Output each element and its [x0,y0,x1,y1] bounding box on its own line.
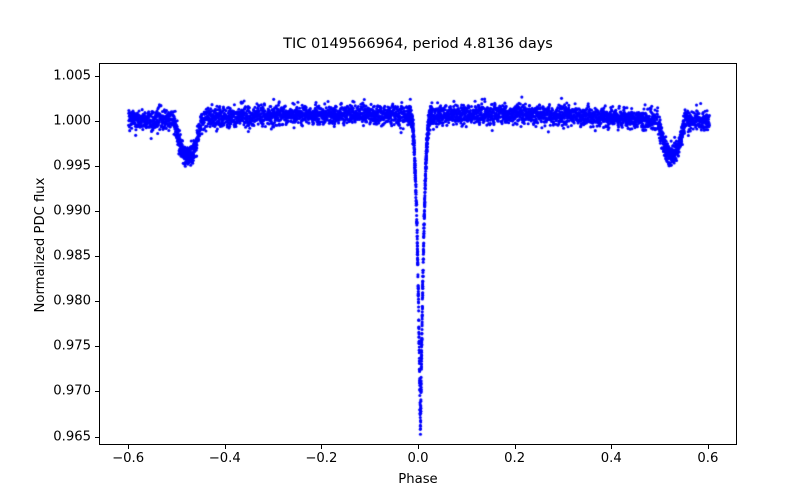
y-axis-tick-mark [95,346,99,348]
y-axis-tick-mark [95,75,99,77]
y-axis-tick-mark [95,391,99,393]
y-axis-tick-label: 1.000 [53,113,91,129]
x-axis-tick-mark [128,445,130,449]
y-axis-tick-label: 0.995 [53,158,91,174]
x-axis-tick-label: −0.2 [305,451,338,466]
y-axis-tick-label: 0.975 [53,338,91,354]
y-axis-tick-label: 0.970 [53,383,91,399]
x-axis-label: Phase [398,472,438,487]
x-axis-tick-mark [418,445,419,449]
x-axis-tick-label: 0.4 [600,451,622,466]
y-axis-tick-label: 0.990 [53,203,91,219]
x-axis-tick-mark [321,445,323,449]
x-axis-tick-label: 0.0 [407,451,429,466]
x-axis-tick-mark [514,445,516,449]
x-axis-tick-label: −0.6 [112,451,145,466]
y-axis-tick-label: 1.005 [53,68,91,84]
y-axis-tick-label: 0.985 [53,248,91,264]
x-axis-tick-label: 0.2 [504,451,526,466]
x-axis-tick-label: −0.4 [208,451,241,466]
x-axis-tick-mark [707,445,709,449]
y-axis-tick-label: 0.965 [53,429,91,445]
y-axis-tick-mark [95,121,99,123]
y-axis-tick-mark [95,211,99,213]
y-axis-label: Normalized PDC flux [33,177,48,313]
y-axis-tick-mark [95,256,99,258]
x-axis-tick-mark [224,445,226,449]
y-axis-tick-mark [95,436,99,438]
x-axis-tick-label: 0.6 [697,451,719,466]
chart-title: TIC 0149566964, period 4.8136 days [283,36,553,52]
x-axis-tick-mark [611,445,613,449]
y-axis-tick-mark [95,301,99,303]
plot-area [99,63,738,446]
scatter-data-layer [100,64,738,446]
y-axis-tick-label: 0.980 [53,293,91,309]
y-axis-tick-mark [95,166,99,168]
